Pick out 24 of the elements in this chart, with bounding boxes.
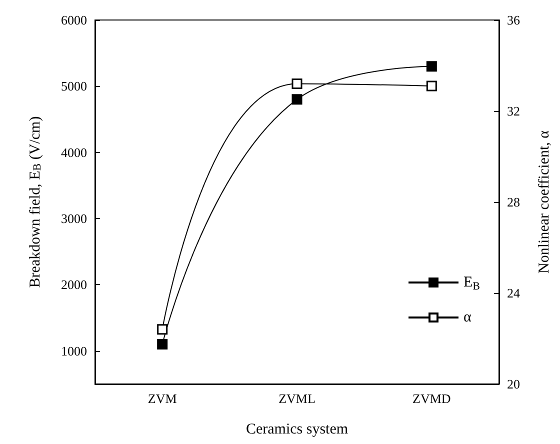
y-tick-label: 5000 [61,78,87,94]
x-tick-label: ZVMD [412,391,451,406]
point [426,80,437,92]
y2-tick-label: 20 [507,376,520,392]
y-tick-label: 3000 [61,211,87,226]
x-tick-label: ZVML [278,391,316,406]
y-tick-label: 4000 [61,144,87,160]
y-axis-title: Breakdown field, EB (V/cm) [28,116,44,288]
y2-axis-title: Nonlinear coefficient, α [536,130,552,274]
y2-tick-label: 36 [507,12,520,28]
y-tick-label: 2000 [61,277,87,292]
y2-tick-label: 32 [507,104,520,118]
y2-tick-label: 28 [507,194,520,210]
point [157,324,168,335]
point [157,339,168,350]
y-tick-label: 6000 [61,12,87,28]
x-axis-title: Ceramics system [246,422,348,438]
point [426,61,437,72]
x-tick-label: ZVM [148,391,178,406]
y-tick-label: 1000 [61,343,87,358]
point [292,78,302,89]
legend-label: α [464,310,472,326]
y2-tick-label: 24 [507,286,520,300]
point [292,94,302,105]
